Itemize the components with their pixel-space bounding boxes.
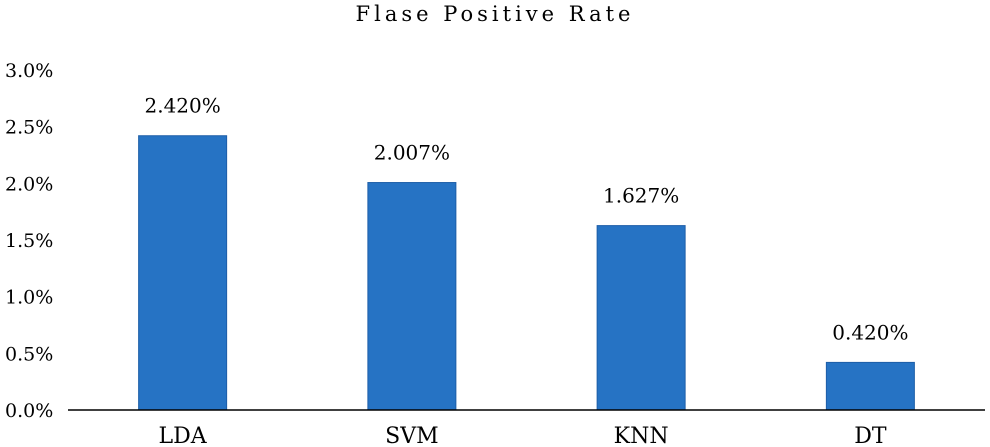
x-tick-label: DT	[854, 424, 887, 447]
data-label: 2.007%	[374, 141, 450, 165]
y-tick-label: 1.0%	[5, 287, 53, 309]
bar-svm	[367, 182, 457, 411]
bar-knn	[596, 225, 686, 411]
bar-dt	[825, 361, 915, 411]
chart-title: Flase Positive Rate	[356, 2, 635, 26]
x-tick-label: SVM	[385, 424, 439, 447]
data-label: 0.420%	[832, 320, 908, 344]
y-tick-label: 3.0%	[5, 60, 53, 82]
x-tick-label: KNN	[614, 424, 669, 447]
y-tick-label: 0.5%	[5, 343, 53, 365]
y-tick-label: 1.5%	[5, 230, 53, 252]
data-label: 1.627%	[603, 184, 679, 208]
bars: 2.420% 2.007% 1.627% 0.420%	[138, 94, 915, 411]
y-axis: 0.0% 0.5% 1.0% 1.5% 2.0% 2.5% 3.0%	[5, 60, 53, 422]
bar-lda	[138, 135, 228, 411]
data-label: 2.420%	[144, 94, 220, 118]
x-axis: LDA SVM KNN DT	[68, 409, 985, 447]
x-tick-label: LDA	[159, 424, 208, 447]
y-tick-label: 2.5%	[5, 117, 53, 139]
y-tick-label: 0.0%	[5, 400, 53, 422]
y-tick-label: 2.0%	[5, 173, 53, 195]
